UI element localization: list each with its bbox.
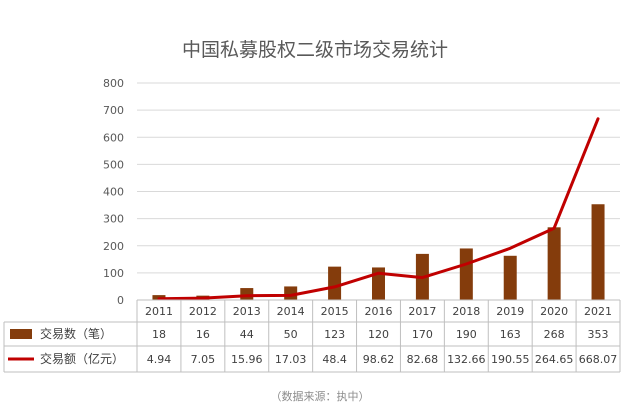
x-tick-label: 2021 bbox=[584, 305, 612, 318]
data-label: 132.66 bbox=[447, 353, 486, 366]
chart-title: 中国私募股权二级市场交易统计 bbox=[182, 39, 448, 61]
source-note: （数据来源：执中） bbox=[271, 389, 370, 403]
gridlines bbox=[137, 82, 620, 274]
bar-2013 bbox=[240, 288, 254, 300]
data-label: 123 bbox=[324, 328, 345, 341]
data-label: 17.03 bbox=[275, 353, 307, 366]
legend-label: 交易数（笔） bbox=[40, 326, 112, 341]
x-tick-label: 2013 bbox=[233, 305, 261, 318]
bar-2021 bbox=[591, 204, 605, 300]
bar-2015 bbox=[328, 266, 342, 300]
data-label: 170 bbox=[412, 328, 433, 341]
x-tick-label: 2019 bbox=[496, 305, 524, 318]
data-label: 44 bbox=[240, 328, 254, 341]
y-tick-label: 0 bbox=[117, 294, 124, 307]
data-label: 163 bbox=[500, 328, 521, 341]
x-tick-label: 2015 bbox=[321, 305, 349, 318]
x-tick-label: 2018 bbox=[452, 305, 480, 318]
y-tick-label: 500 bbox=[103, 158, 124, 171]
x-tick-label: 2016 bbox=[365, 305, 393, 318]
data-label: 15.96 bbox=[231, 353, 263, 366]
data-label: 98.62 bbox=[363, 353, 395, 366]
data-label: 353 bbox=[588, 328, 609, 341]
data-label: 120 bbox=[368, 328, 389, 341]
y-tick-label: 200 bbox=[103, 240, 124, 253]
y-tick-label: 600 bbox=[103, 131, 124, 144]
y-tick-label: 100 bbox=[103, 267, 124, 280]
legend-label: 交易额（亿元） bbox=[40, 351, 124, 366]
x-tick-label: 2011 bbox=[145, 305, 173, 318]
legend-swatch-trade-count bbox=[10, 329, 32, 339]
line-series bbox=[157, 117, 600, 301]
y-tick-label: 400 bbox=[103, 186, 124, 199]
data-label: 50 bbox=[284, 328, 298, 341]
x-tick-label: 2017 bbox=[408, 305, 436, 318]
data-label: 48.4 bbox=[322, 353, 347, 366]
bar-2020 bbox=[547, 227, 561, 300]
data-label: 264.65 bbox=[535, 353, 574, 366]
y-tick-label: 800 bbox=[103, 77, 124, 90]
data-label: 16 bbox=[196, 328, 210, 341]
bar-2018 bbox=[459, 248, 473, 300]
data-label: 668.07 bbox=[579, 353, 618, 366]
y-tick-label: 700 bbox=[103, 104, 124, 117]
data-label: 7.05 bbox=[191, 353, 216, 366]
data-label: 4.94 bbox=[147, 353, 172, 366]
x-tick-label: 2020 bbox=[540, 305, 568, 318]
data-label: 190.55 bbox=[491, 353, 530, 366]
line-trade-amount bbox=[157, 117, 600, 301]
data-label: 18 bbox=[152, 328, 166, 341]
bar-2019 bbox=[503, 255, 517, 300]
data-table: 2011 2012 2013 2014 2015 2016 2017 2018 2019 2020… bbox=[3, 299, 621, 373]
data-label: 268 bbox=[544, 328, 565, 341]
x-tick-label: 2012 bbox=[189, 305, 217, 318]
y-tick-label: 300 bbox=[103, 213, 124, 226]
data-label: 82.68 bbox=[407, 353, 439, 366]
data-label: 190 bbox=[456, 328, 477, 341]
y-axis: 0 100 200 300 400 500 600 700 800 bbox=[103, 77, 124, 307]
x-tick-label: 2014 bbox=[277, 305, 305, 318]
